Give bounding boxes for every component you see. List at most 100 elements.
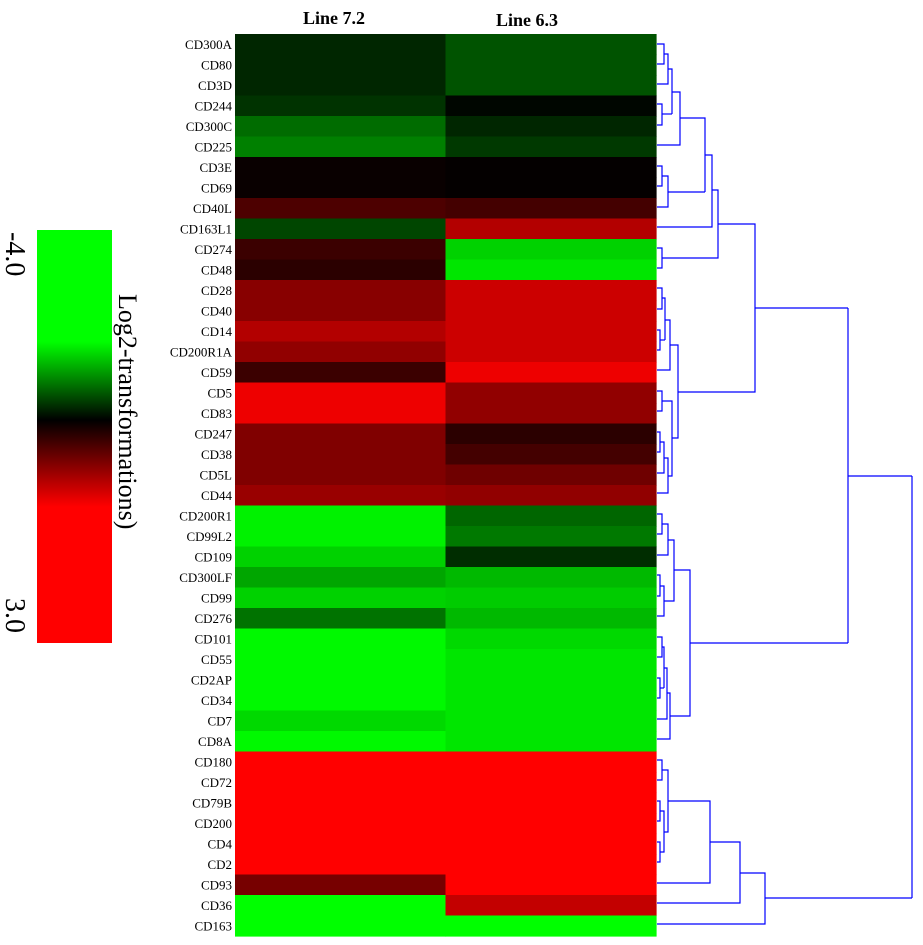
- dendrogram-link: [680, 117, 706, 192]
- dendrogram-link: [657, 800, 661, 822]
- dendrogram-link: [657, 574, 661, 597]
- dendrogram-link: [657, 53, 669, 85]
- row-label: CD69: [201, 180, 232, 195]
- heatmap-cell: [445, 608, 657, 630]
- row-label: CD36: [201, 898, 233, 913]
- heatmap-cell: [445, 34, 657, 56]
- heatmap-cell: [235, 362, 447, 384]
- heatmap-cell: [445, 54, 657, 76]
- color-scale-title: Log2-transformations): [113, 294, 142, 529]
- heatmap-cell: [235, 403, 447, 425]
- row-label: CD40: [201, 303, 232, 318]
- heatmap-cell: [235, 75, 447, 97]
- heatmap-cell: [445, 136, 657, 158]
- heatmap-cell: [235, 95, 447, 117]
- heatmap-cell: [445, 157, 657, 179]
- dendrogram-link: [657, 431, 661, 453]
- row-label: CD72: [201, 775, 232, 790]
- heatmap-cell: [445, 321, 657, 343]
- heatmap-cell: [235, 731, 447, 753]
- row-labels: CD300A CD80 CD3D CD244 CD300C CD225 CD3E CD69 CD…: [170, 37, 233, 934]
- row-label: CD99: [201, 590, 232, 605]
- dendrogram-link: [657, 841, 741, 904]
- heatmap-cell: [445, 116, 657, 138]
- dendrogram-link: [662, 297, 666, 340]
- heatmap-cell: [445, 567, 657, 589]
- row-label: CD8A: [198, 734, 233, 749]
- row-label: CD101: [194, 631, 232, 646]
- heatmap-cell: [445, 833, 657, 855]
- heatmap-cell: [445, 628, 657, 650]
- row-label: CD180: [194, 754, 232, 769]
- heatmap-cell: [445, 362, 657, 384]
- dendrogram-link: [678, 223, 756, 393]
- heatmap-cell: [445, 751, 657, 773]
- heatmap-cell: [235, 567, 447, 589]
- heatmap-cell: [445, 792, 657, 814]
- dendrogram-link: [662, 769, 669, 833]
- dendrogram-link: [657, 636, 663, 658]
- heatmap-cell: [235, 423, 447, 445]
- heatmap-cell: [235, 710, 447, 732]
- row-label: CD44: [201, 488, 233, 503]
- row-label: CD2: [207, 857, 232, 872]
- heatmap-cell: [445, 587, 657, 609]
- dendrogram-link: [657, 154, 713, 228]
- heatmap-cell: [445, 403, 657, 425]
- heatmap-cell: [235, 526, 447, 548]
- heatmap-cell: [235, 177, 447, 199]
- row-label: CD276: [194, 611, 232, 626]
- row-label: CD300LF: [179, 570, 232, 585]
- heatmap-cell: [445, 341, 657, 363]
- row-label: CD244: [194, 98, 232, 113]
- row-label: CD3D: [198, 78, 232, 93]
- row-label: CD28: [201, 283, 232, 298]
- dendrogram-link: [657, 43, 665, 65]
- row-label: CD300C: [186, 119, 232, 134]
- heatmap-cell: [445, 874, 657, 896]
- heatmap-cell: [235, 34, 447, 56]
- heatmap-cell: [445, 772, 657, 794]
- heatmap-cell: [235, 300, 447, 322]
- color-scale-legend: -4.0 3.0 Log2-transformations): [0, 230, 142, 643]
- heatmap-cell: [235, 649, 447, 671]
- heatmap-cell: [235, 546, 447, 568]
- heatmap-cell: [445, 710, 657, 732]
- dendrogram-link: [668, 68, 673, 114]
- heatmap-cell: [235, 280, 447, 302]
- heatmap-cell: [445, 485, 657, 507]
- row-label: CD300A: [185, 37, 233, 52]
- heatmap-cell: [445, 444, 657, 466]
- dendrogram-link: [657, 390, 663, 412]
- heatmap-cell: [445, 895, 657, 917]
- heatmap-cell: [235, 505, 447, 527]
- heatmap-cell: [235, 895, 447, 917]
- column-header-line-6-3: Line 6.3: [496, 10, 558, 30]
- heatmap-cell: [235, 792, 447, 814]
- color-scale-bar: [37, 230, 112, 643]
- heatmap-cell: [235, 116, 447, 138]
- heatmap-cell: [445, 649, 657, 671]
- heatmap-cell: [235, 772, 447, 794]
- heatmap-cell: [235, 321, 447, 343]
- heatmap-cell: [235, 382, 447, 404]
- heatmap-cell: [235, 341, 447, 363]
- dendrogram-link: [657, 692, 671, 740]
- row-label: CD79B: [192, 795, 232, 810]
- column-header-line-7-2: Line 7.2: [303, 8, 365, 28]
- dendrogram-link: [657, 103, 663, 126]
- row-label: CD247: [194, 426, 232, 441]
- heatmap-cell: [235, 444, 447, 466]
- row-label: CD80: [201, 57, 232, 72]
- dendrogram-link: [657, 319, 671, 371]
- heatmap-cell: [445, 423, 657, 445]
- heatmap-cell: [235, 218, 447, 240]
- heatmap-cell: [235, 669, 447, 691]
- heatmap-cell: [235, 751, 447, 773]
- heatmap-cell: [235, 464, 447, 486]
- dendrogram-link: [670, 344, 679, 439]
- row-label: CD109: [194, 549, 232, 564]
- row-label: CD4: [207, 836, 232, 851]
- row-label: CD200R1: [179, 508, 232, 523]
- dendrogram-link: [657, 667, 668, 720]
